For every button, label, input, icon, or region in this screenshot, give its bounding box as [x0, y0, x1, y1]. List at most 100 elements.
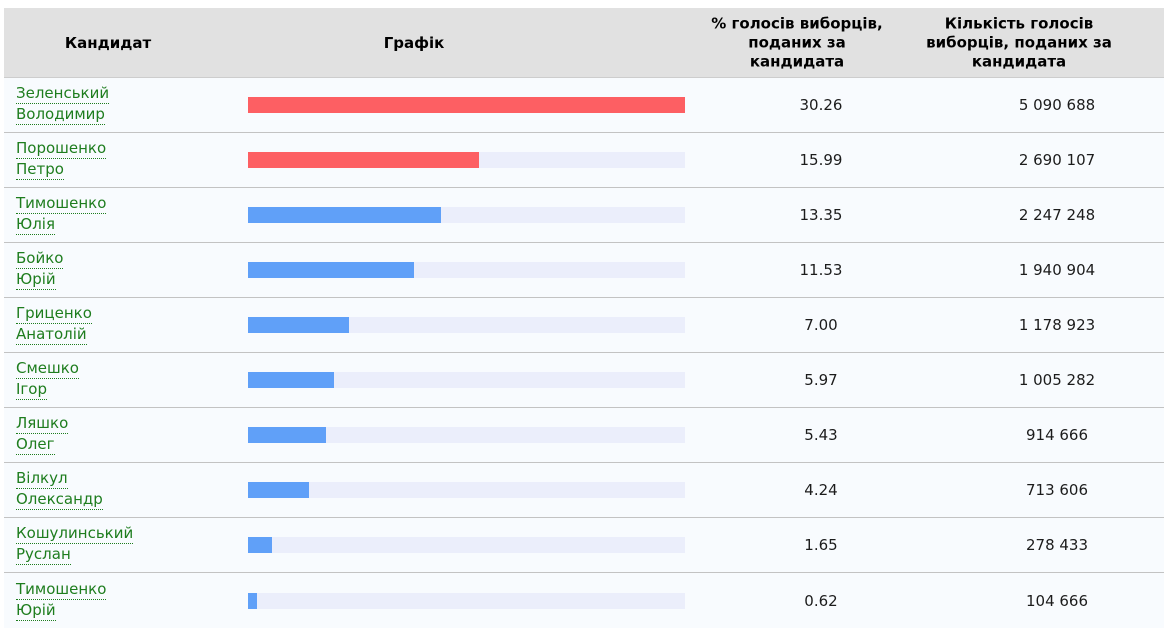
candidate-link[interactable]: Вілкул Олександр	[16, 470, 103, 510]
candidate-link[interactable]: Бойко Юрій	[16, 249, 64, 290]
table-row: Бойко Юрій 11.53 1 940 904	[4, 243, 1164, 298]
candidate-surname: Зеленський	[16, 84, 110, 104]
result-bar	[248, 482, 310, 498]
candidate-link[interactable]: Зеленський Володимир	[16, 84, 110, 125]
result-bar	[248, 372, 335, 388]
table-row: Вілкул Олександр 4.24 713 606	[4, 463, 1164, 518]
candidate-surname: Вілкул	[16, 469, 68, 489]
votes-value: 2 247 248	[1018, 206, 1096, 224]
votes-value: 1 178 923	[1018, 316, 1096, 334]
candidate-cell: Ляшко Олег	[16, 414, 69, 455]
candidate-surname: Тимошенко	[16, 579, 107, 600]
candidate-firstname: Юрій	[16, 600, 56, 621]
header-votes-line: кандидата	[971, 52, 1067, 70]
candidate-cell: Порошенко Петро	[16, 139, 107, 180]
candidate-firstname: Руслан	[16, 545, 71, 565]
table-row: Кошулинський Руслан 1.65 278 433	[4, 518, 1164, 573]
header-votes-line: Кількість голосів	[944, 14, 1094, 32]
votes-value: 2 690 107	[1018, 151, 1096, 169]
table-header: Кандидат Графік % голосів виборців, пода…	[4, 8, 1164, 78]
candidate-link[interactable]: Кошулинський Руслан	[16, 524, 134, 565]
header-candidate: Кандидат	[64, 33, 152, 52]
header-graph: Графік	[383, 33, 445, 52]
candidate-link[interactable]: Гриценко Анатолій	[16, 305, 92, 345]
candidate-link[interactable]: Тимошенко Юлія	[16, 194, 107, 235]
percent-value: 11.53	[799, 261, 843, 279]
percent-value: 4.24	[804, 481, 838, 499]
candidate-surname: Гриценко	[16, 304, 92, 324]
percent-value: 5.97	[804, 371, 838, 389]
candidate-link[interactable]: Тимошенко Юрій	[16, 579, 107, 621]
candidate-firstname: Юрій	[16, 270, 56, 290]
table-row: Смешко Ігор 5.97 1 005 282	[4, 353, 1164, 408]
header-percent-line: кандидата	[749, 52, 845, 70]
percent-value: 13.35	[799, 206, 843, 224]
election-results-table: Кандидат Графік % голосів виборців, пода…	[4, 8, 1164, 628]
candidate-cell: Вілкул Олександр	[16, 470, 103, 510]
votes-value: 104 666	[1025, 591, 1089, 610]
candidate-firstname: Анатолій	[16, 325, 87, 345]
table-row: Зеленський Володимир 30.26 5 090 688	[4, 78, 1164, 133]
percent-value: 30.26	[799, 96, 843, 114]
candidate-surname: Ляшко	[16, 414, 69, 434]
result-bar	[248, 207, 441, 223]
table-row: Гриценко Анатолій 7.00 1 178 923	[4, 298, 1164, 353]
header-percent-line: поданих за	[748, 33, 846, 51]
result-bar	[248, 537, 272, 553]
candidate-link[interactable]: Порошенко Петро	[16, 139, 107, 180]
candidate-link[interactable]: Ляшко Олег	[16, 414, 69, 455]
bar-track	[248, 372, 685, 388]
table-row: Тимошенко Юлія 13.35 2 247 248	[4, 188, 1164, 243]
candidate-firstname: Юлія	[16, 215, 55, 235]
candidate-cell: Кошулинський Руслан	[16, 524, 134, 565]
header-percent-line: % голосів виборців,	[711, 14, 883, 32]
result-bar	[248, 317, 350, 333]
bar-track	[248, 207, 685, 223]
candidate-cell: Тимошенко Юлія	[16, 194, 107, 235]
header-votes-line: виборців, поданих за	[926, 33, 1112, 51]
table-row: Ляшко Олег 5.43 914 666	[4, 408, 1164, 463]
candidate-cell: Смешко Ігор	[16, 360, 79, 400]
table-row: Порошенко Петро 15.99 2 690 107	[4, 133, 1164, 188]
header-percent: % голосів виборців, поданих за кандидата	[697, 14, 897, 71]
percent-value: 7.00	[804, 316, 838, 334]
percent-value: 15.99	[799, 151, 843, 169]
candidate-surname: Порошенко	[16, 139, 107, 159]
bar-track	[248, 592, 685, 609]
bar-track	[248, 317, 685, 333]
result-bar	[248, 97, 685, 113]
bar-track	[248, 262, 685, 278]
candidate-cell: Гриценко Анатолій	[16, 305, 92, 345]
candidate-cell: Тимошенко Юрій	[16, 579, 107, 621]
candidate-cell: Зеленський Володимир	[16, 84, 110, 125]
result-bar	[248, 262, 415, 278]
candidate-cell: Бойко Юрій	[16, 249, 64, 290]
votes-value: 278 433	[1025, 536, 1089, 554]
candidate-link[interactable]: Смешко Ігор	[16, 360, 79, 400]
result-bar	[248, 427, 327, 443]
votes-value: 713 606	[1025, 481, 1089, 499]
votes-value: 1 940 904	[1018, 261, 1096, 279]
candidate-firstname: Олег	[16, 435, 55, 455]
candidate-surname: Смешко	[16, 359, 79, 379]
candidate-firstname: Олександр	[16, 490, 103, 510]
percent-value: 1.65	[804, 536, 838, 554]
table-row: Тимошенко Юрій 0.62 104 666	[4, 573, 1164, 628]
votes-value: 5 090 688	[1018, 96, 1096, 114]
candidate-surname: Кошулинський	[16, 524, 134, 544]
bar-track	[248, 537, 685, 553]
result-bar	[248, 152, 479, 168]
bar-track	[248, 427, 685, 443]
candidate-firstname: Ігор	[16, 380, 48, 400]
votes-value: 914 666	[1025, 426, 1089, 444]
bar-track	[248, 97, 685, 113]
bar-track	[248, 482, 685, 498]
result-bar	[248, 592, 257, 609]
header-votes: Кількість голосів виборців, поданих за к…	[919, 14, 1119, 71]
percent-value: 5.43	[804, 426, 838, 444]
candidate-firstname: Володимир	[16, 105, 105, 125]
candidate-firstname: Петро	[16, 160, 64, 180]
candidate-surname: Тимошенко	[16, 194, 107, 214]
candidate-surname: Бойко	[16, 249, 64, 269]
